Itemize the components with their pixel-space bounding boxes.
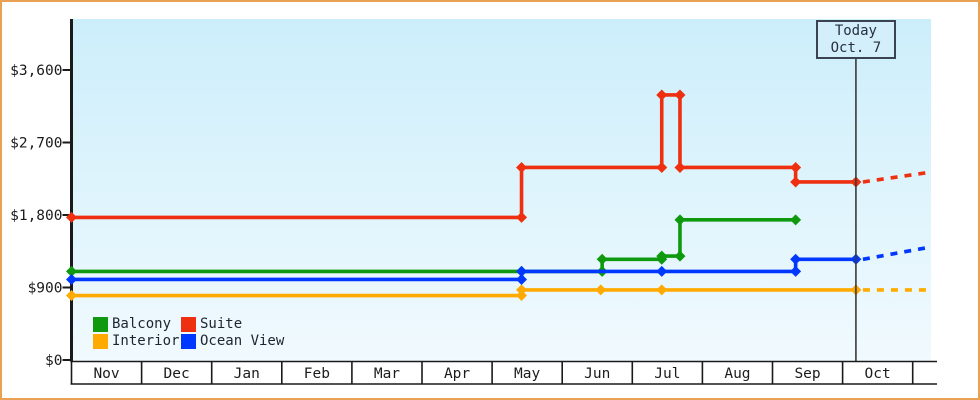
x-axis-month-band: Nov Dec Jan Feb Mar Apr May Jun Jul Aug Sep Oct — [70, 360, 937, 385]
month-label: Apr — [444, 366, 470, 382]
month-label: Dec — [164, 366, 190, 382]
today-box-line1: Today — [834, 23, 877, 39]
y-axis-tick-label: $1,800 — [10, 208, 62, 224]
legend-label-balcony: Balcony — [112, 316, 172, 332]
balcony-color-swatch — [93, 316, 108, 332]
ocean-view-color-swatch — [181, 333, 196, 349]
y-axis-tick-label: $0 — [45, 353, 62, 369]
y-axis: $0 $900 $1,800 $2,700 $3,600 — [10, 19, 73, 369]
today-box: Today Oct. 7 — [815, 20, 896, 59]
price-marker — [66, 211, 77, 223]
price-marker — [656, 250, 668, 262]
price-line — [71, 288, 856, 298]
price-marker — [66, 290, 77, 302]
price-marker — [516, 273, 528, 285]
price-marker — [516, 265, 528, 277]
suite-color-swatch — [181, 316, 196, 332]
price-marker — [674, 161, 686, 173]
legend-item-interior: Interior — [93, 333, 179, 349]
price-marker — [790, 214, 802, 226]
y-axis-tick-label: $900 — [28, 281, 63, 297]
price-marker — [595, 284, 607, 296]
month-label: Oct — [865, 366, 891, 382]
price-marker — [674, 250, 686, 262]
forecast-dashed-line — [862, 170, 930, 184]
today-box-line2: Oct. 7 — [830, 40, 882, 56]
price-marker — [656, 89, 668, 101]
plot-background — [72, 19, 931, 362]
price-marker — [790, 176, 802, 188]
legend-label-ocean-view: Ocean View — [200, 333, 285, 349]
interior-color-swatch — [93, 333, 108, 349]
legend-item-suite: Suite — [181, 316, 242, 332]
price-marker — [656, 161, 668, 173]
price-marker — [596, 253, 608, 265]
month-label: Aug — [724, 366, 750, 382]
price-marker — [674, 214, 686, 226]
price-series-ocean-view — [66, 245, 930, 285]
price-series-suite — [66, 89, 930, 223]
month-label: May — [514, 366, 540, 382]
price-marker — [656, 265, 668, 277]
month-label: Jun — [584, 366, 610, 382]
month-label: Mar — [374, 366, 400, 382]
legend-label-interior: Interior — [112, 333, 180, 349]
month-label: Nov — [93, 366, 119, 382]
price-marker — [516, 290, 528, 302]
month-label: Sep — [794, 366, 820, 382]
price-marker — [790, 161, 802, 173]
month-label: Jul — [654, 366, 680, 382]
month-label: Jan — [234, 366, 260, 382]
price-marker — [516, 284, 528, 296]
price-marker — [66, 273, 77, 285]
price-marker — [656, 284, 668, 296]
legend-label-suite: Suite — [200, 316, 243, 332]
price-marker — [790, 265, 802, 277]
legend-item-balcony: Balcony — [93, 316, 171, 332]
price-marker — [66, 265, 77, 277]
month-label: Feb — [304, 366, 330, 382]
price-marker — [790, 253, 802, 265]
y-axis-tick-label: $2,700 — [10, 136, 62, 152]
y-axis-tick-label: $3,600 — [10, 63, 62, 79]
price-line — [71, 93, 856, 220]
price-marker — [516, 161, 528, 173]
legend-item-ocean-view: Ocean View — [181, 333, 284, 349]
price-marker — [516, 211, 528, 223]
forecast-dashed-line — [862, 245, 930, 262]
price-marker — [674, 89, 686, 101]
